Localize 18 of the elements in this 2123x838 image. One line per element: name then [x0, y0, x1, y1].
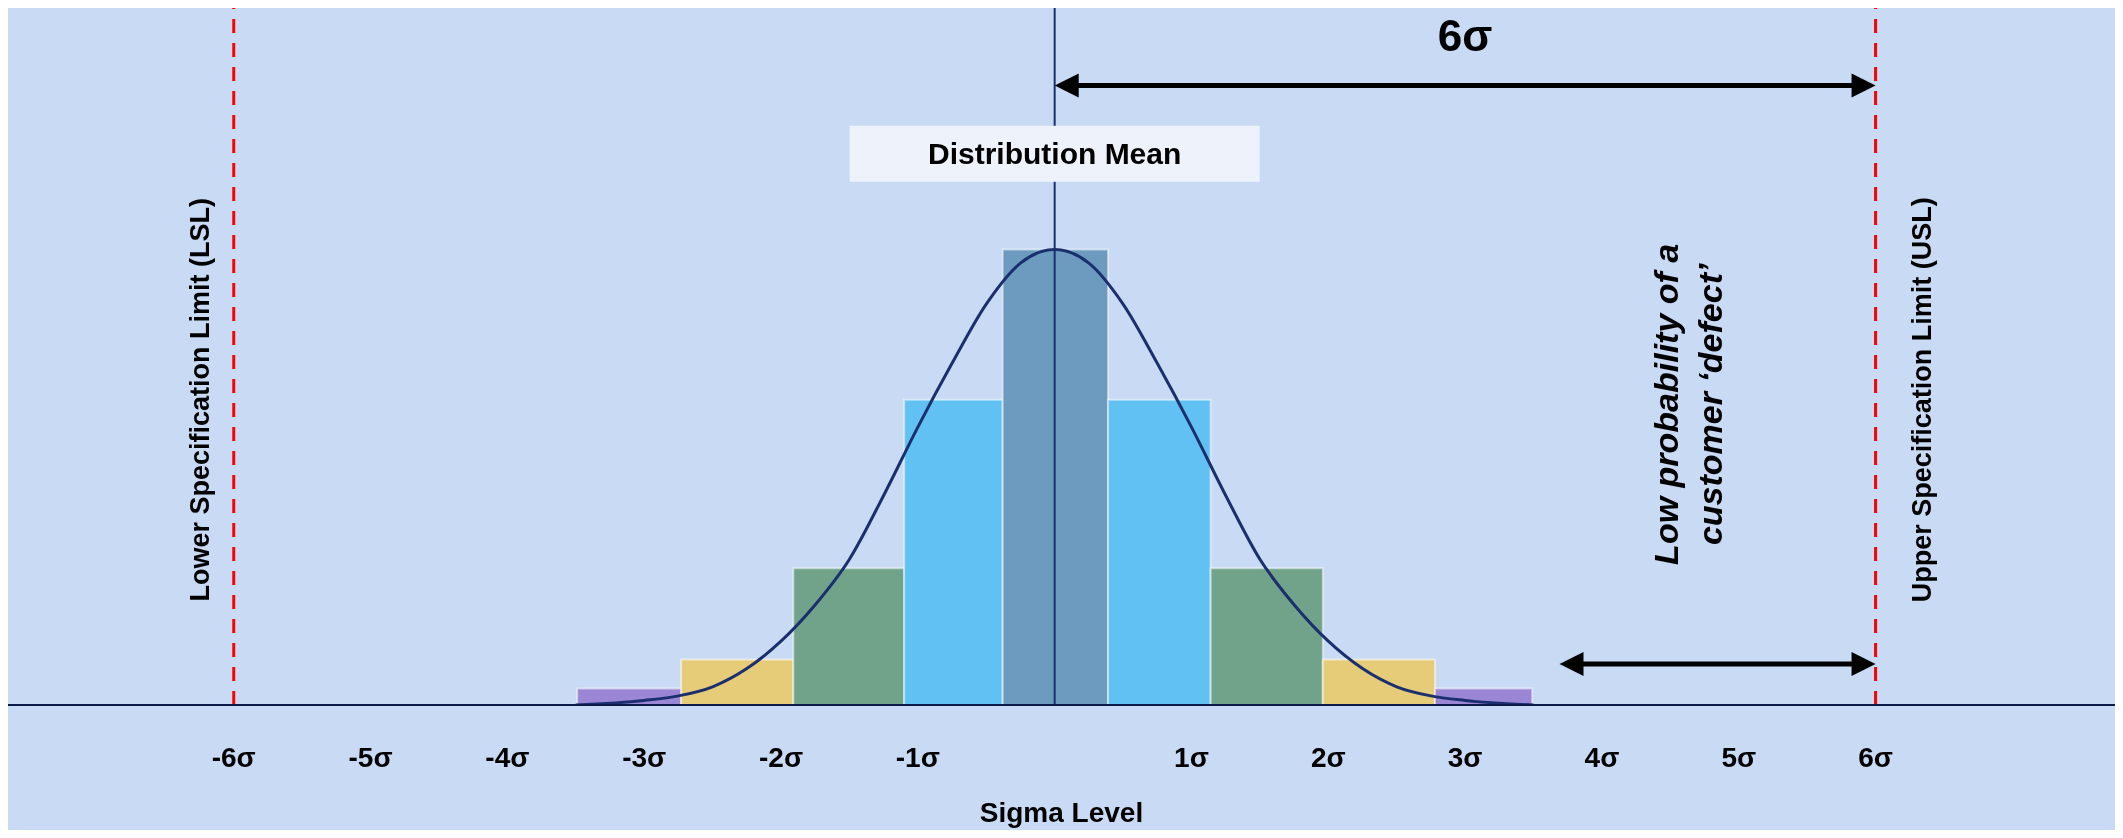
x-tick-label: 3σ — [1447, 741, 1483, 773]
x-tick-label: 4σ — [1584, 741, 1620, 773]
x-tick-label: -5σ — [348, 741, 393, 773]
x-tick-label: 5σ — [1721, 741, 1757, 773]
x-tick-label: -3σ — [622, 741, 667, 773]
x-tick-label: 1σ — [1174, 741, 1209, 773]
annotation: Low probability of a customer ‘defect’ — [1647, 243, 1730, 565]
ref-line-label: Distribution Mean — [927, 137, 1182, 171]
x-tick-label: 2σ — [1310, 741, 1346, 773]
ref-line-label: Lower Specification Limit (LSL) — [184, 198, 215, 602]
x-axis-title: Sigma Level — [979, 797, 1144, 828]
x-tick-label: -4σ — [485, 741, 530, 773]
x-tick-label: -1σ — [895, 741, 940, 773]
x-tick-label: 6σ — [1858, 741, 1893, 773]
ref-line-label: Upper Specification Limit (USL) — [1906, 197, 1937, 603]
x-tick-label: -2σ — [758, 741, 804, 773]
x-tick-label: -6σ — [211, 741, 256, 773]
text: 6σ — [1437, 10, 1493, 60]
